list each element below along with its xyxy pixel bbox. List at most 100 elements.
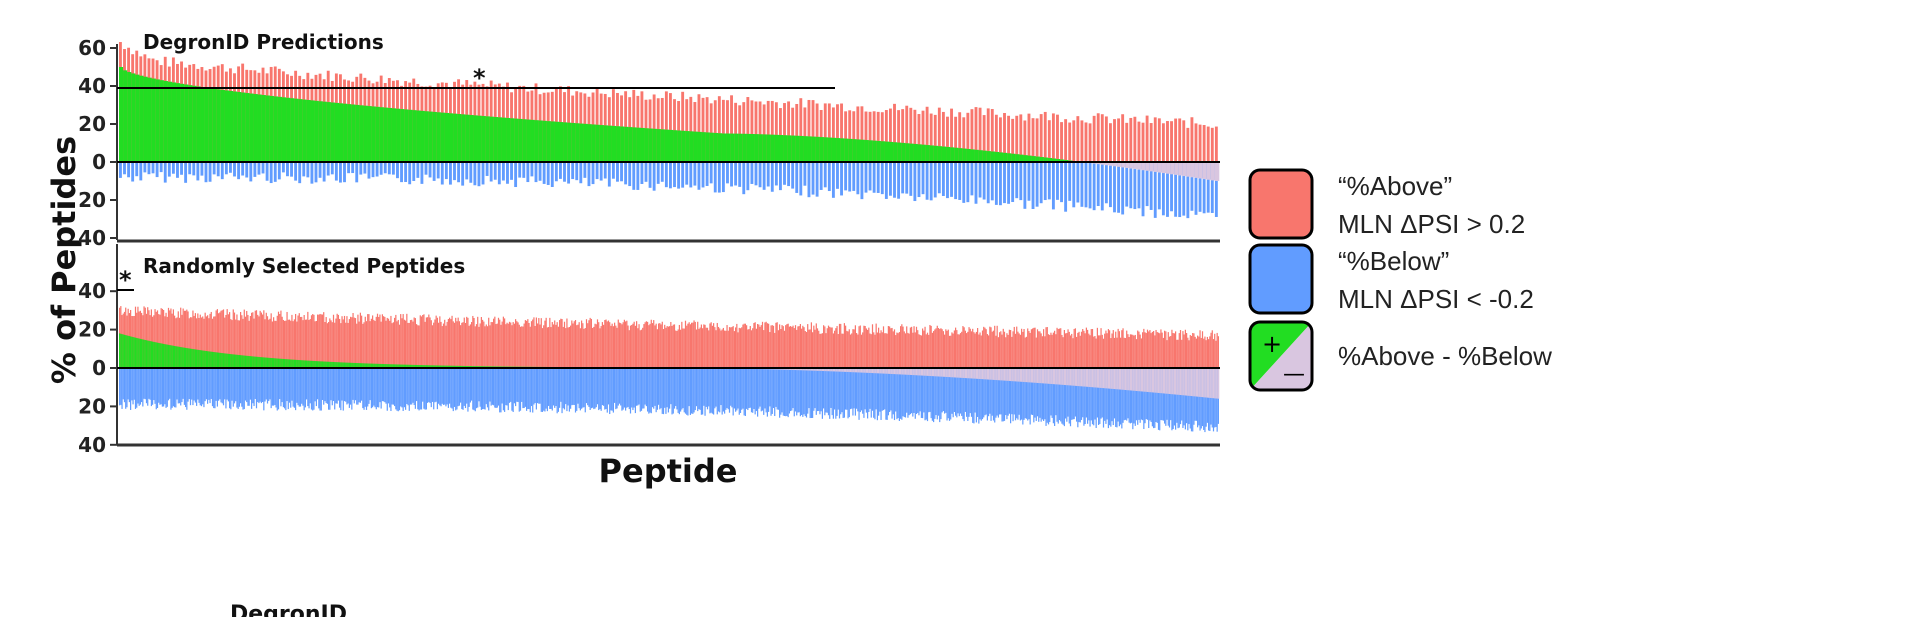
bar-difference-positive: [364, 363, 367, 368]
bar-above: [726, 325, 728, 368]
bar-below: [208, 162, 212, 182]
bar-above: [429, 317, 431, 368]
bar-below: [1100, 368, 1102, 419]
bar-below: [207, 368, 209, 404]
bar-below: [736, 368, 738, 411]
bar-above: [521, 326, 523, 368]
bar-above: [1100, 114, 1104, 162]
bar-above: [952, 333, 954, 368]
bar-above: [945, 329, 947, 368]
bar-below: [721, 368, 723, 415]
bar-difference-negative: [873, 368, 875, 374]
bar-below: [860, 368, 863, 411]
bar-difference-negative: [842, 368, 845, 372]
bar-difference-positive: [192, 85, 197, 162]
bar-below: [749, 368, 751, 408]
bar-above: [1156, 332, 1158, 368]
bar-below: [1027, 162, 1031, 201]
bar-difference-positive: [386, 364, 389, 368]
bar-below: [1041, 368, 1043, 420]
bar-below: [836, 162, 839, 189]
bar-below: [425, 368, 427, 410]
bar-above: [823, 103, 827, 162]
bar-below: [601, 368, 603, 406]
bar-above: [416, 324, 418, 368]
bar-difference-negative: [1115, 368, 1117, 390]
bar-below: [265, 368, 267, 400]
bar-below: [490, 368, 492, 406]
bar-difference-positive: [396, 364, 398, 368]
bar-difference-positive: [178, 346, 181, 368]
bar-difference-negative: [1161, 162, 1167, 174]
bar-above: [181, 314, 183, 368]
bar-difference-positive: [384, 364, 386, 368]
bar-below: [677, 368, 679, 413]
bar-above: [950, 108, 953, 162]
bar-difference-positive: [559, 122, 564, 162]
bar-below: [526, 162, 530, 183]
bar-below: [579, 368, 581, 411]
bar-above: [1072, 120, 1076, 162]
bar-below: [1007, 162, 1011, 204]
bar-below: [524, 368, 526, 407]
bar-above: [193, 315, 195, 368]
bar-difference-negative: [886, 368, 889, 374]
bar-difference-positive: [917, 144, 922, 162]
bar-above: [196, 318, 198, 368]
bar-difference-negative: [1216, 368, 1219, 399]
bar-below: [847, 368, 849, 419]
bar-above: [194, 313, 196, 368]
bar-above: [913, 109, 917, 162]
bar-difference-positive: [241, 92, 246, 162]
bar-below: [631, 368, 633, 408]
bar-above: [948, 335, 951, 368]
bar-above: [458, 321, 460, 368]
bar-above: [483, 321, 485, 368]
bar-below: [243, 368, 245, 410]
bar-difference-negative: [1208, 368, 1210, 398]
bar-above: [314, 321, 316, 368]
bar-below: [484, 368, 486, 410]
bar-difference-positive: [341, 362, 343, 368]
bar-below: [575, 162, 579, 181]
bar-below: [713, 162, 717, 193]
bar-difference-negative: [808, 368, 810, 371]
bar-below: [356, 368, 358, 405]
bar-difference-negative: [1121, 368, 1123, 390]
bar-above: [493, 318, 495, 368]
bar-above: [1088, 123, 1092, 162]
bar-difference-negative: [846, 368, 848, 372]
bar-above: [1028, 331, 1030, 368]
bar-above: [209, 313, 211, 368]
bar-below: [956, 368, 958, 418]
bar-below: [901, 368, 903, 420]
bar-above: [264, 319, 266, 368]
bar-difference-positive: [119, 333, 121, 368]
bar-above: [186, 309, 188, 368]
bar-below: [1161, 162, 1165, 216]
bar-above: [838, 323, 841, 368]
bar-difference-negative: [797, 368, 799, 371]
bar-below: [257, 368, 259, 403]
bar-above: [251, 312, 253, 368]
bar-above: [848, 110, 852, 162]
bar-above: [737, 332, 739, 368]
bar-below: [464, 368, 467, 409]
bar-above: [442, 323, 445, 368]
bar-above: [810, 322, 812, 368]
bar-below: [754, 368, 756, 415]
bar-above: [1109, 330, 1111, 368]
bar-difference-positive: [265, 95, 271, 162]
bar-above: [980, 335, 982, 368]
bar-above: [988, 335, 990, 368]
bar-above: [1073, 328, 1075, 368]
bar-below: [1047, 368, 1050, 425]
bar-below: [1056, 368, 1058, 422]
bar-difference-positive: [255, 356, 258, 368]
bar-difference-negative: [881, 368, 884, 374]
bar-below: [786, 368, 788, 416]
bar-above: [413, 317, 415, 368]
bar-difference-negative: [1122, 368, 1124, 390]
bar-above: [1157, 118, 1161, 162]
bar-below: [750, 368, 753, 413]
